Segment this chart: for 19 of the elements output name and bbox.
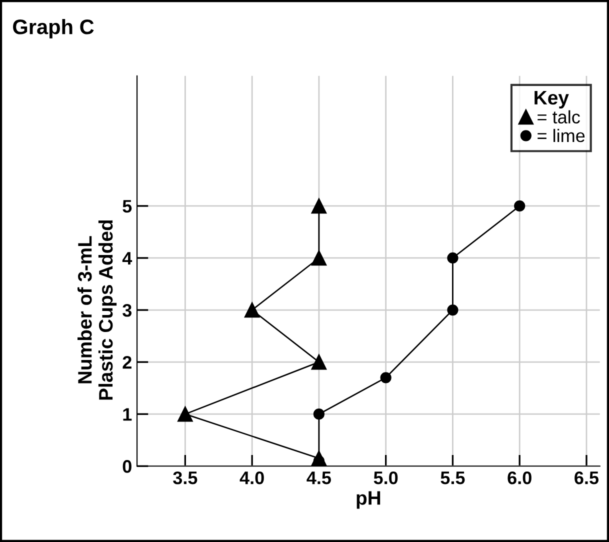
legend-title: Key [534,91,569,108]
x-tick-label: 4.5 [306,472,331,484]
y-tick-label: 2 [122,356,132,369]
x-tick-label: 5.5 [440,472,465,484]
legend-label: = talc [538,110,580,124]
x-axis-title: pH [356,491,380,509]
y-tick-label: 1 [123,408,132,421]
y-tick-label: 3 [122,304,132,317]
x-tick-label: 6.0 [508,471,532,484]
y-tick-label: 5 [122,200,132,213]
x-tick-label: 3.5 [173,471,198,484]
y-tick-label: 0 [122,460,132,473]
y-tick-label: 4 [122,252,132,265]
x-tick-label: 5.0 [374,471,398,484]
x-tick-label: 4.0 [240,471,264,484]
x-tick-label: 6.5 [574,471,599,484]
legend-label: = lime [538,128,585,142]
chart-title: Graph C [13,18,94,38]
y-axis-title: Number of 3-mL Plastic Cups Added [78,220,117,400]
